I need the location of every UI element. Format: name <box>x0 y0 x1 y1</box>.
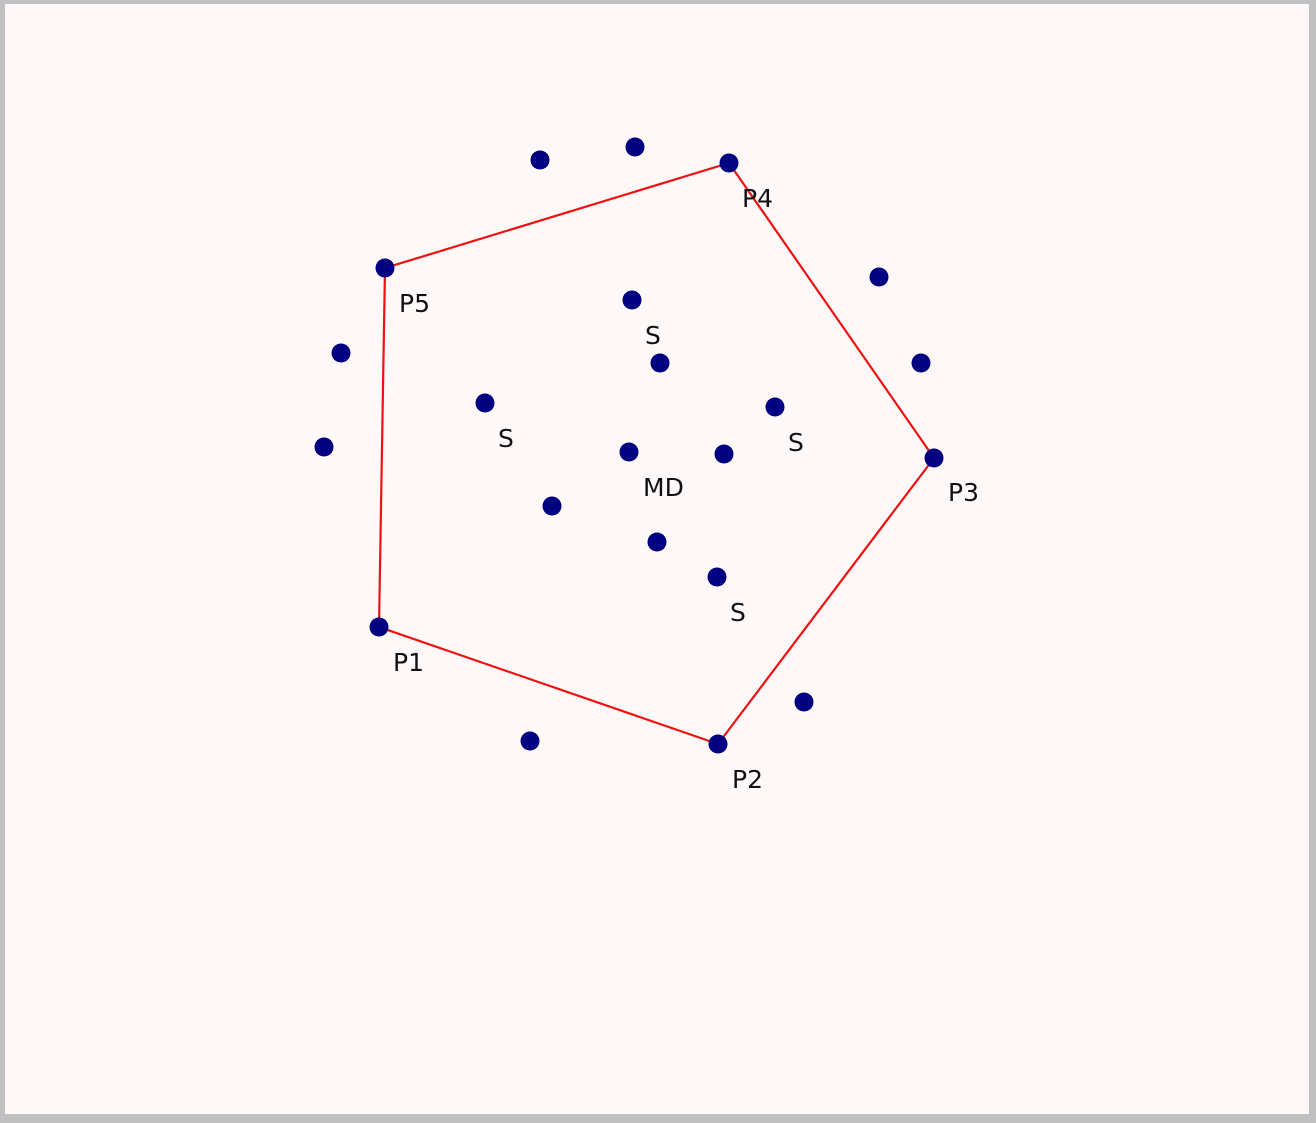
pentagon-outline <box>377 161 936 746</box>
center-point-md <box>619 442 639 462</box>
inner-point <box>650 353 670 373</box>
label-s-bottom: S <box>730 598 746 627</box>
outer-point <box>911 353 931 373</box>
inner-point-s-bottom <box>707 567 727 587</box>
outer-point <box>520 731 540 751</box>
outer-point <box>625 137 645 157</box>
label-s-right: S <box>788 428 804 457</box>
label-md: MD <box>643 473 684 502</box>
vertex-p5 <box>375 258 395 278</box>
label-p2: P2 <box>732 765 763 794</box>
inner-point <box>714 444 734 464</box>
label-s-left: S <box>498 424 514 453</box>
vertex-p4 <box>719 153 739 173</box>
vertex-points <box>369 153 944 754</box>
label-p1: P1 <box>393 648 424 677</box>
label-p4: P4 <box>742 184 773 213</box>
outer-point <box>314 437 334 457</box>
outer-point <box>869 267 889 287</box>
outer-point <box>530 150 550 170</box>
outer-point <box>331 343 351 363</box>
outer-points <box>314 137 931 751</box>
inner-point-s-left <box>475 393 495 413</box>
diagram-canvas <box>5 4 1309 1114</box>
label-p3: P3 <box>948 478 979 507</box>
vertex-p1 <box>369 617 389 637</box>
label-p5: P5 <box>399 289 430 318</box>
inner-point <box>542 496 562 516</box>
label-s-top: S <box>645 321 661 350</box>
inner-point-s-right <box>765 397 785 417</box>
inner-point <box>647 532 667 552</box>
vertex-p3 <box>924 448 944 468</box>
inner-point-s-top <box>622 290 642 310</box>
inner-points <box>475 290 785 587</box>
vertex-p2 <box>708 734 728 754</box>
outer-point <box>794 692 814 712</box>
